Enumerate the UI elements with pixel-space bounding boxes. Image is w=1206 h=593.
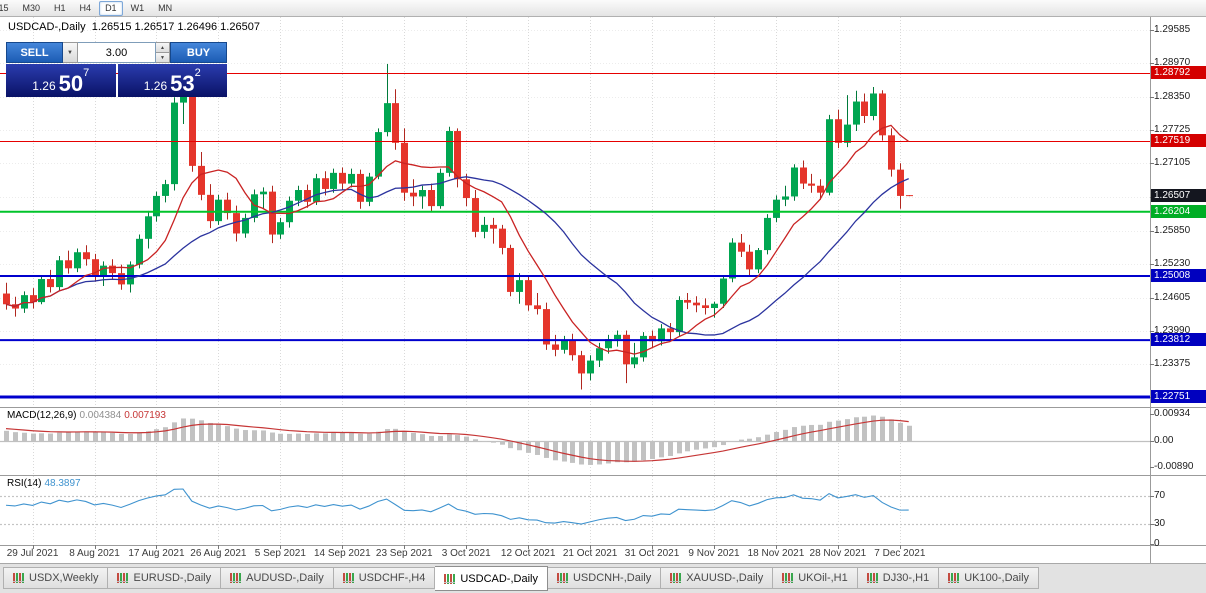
- tab-usdchf-h4[interactable]: USDCHF-,H4: [333, 567, 436, 589]
- mini-chart-icon: [556, 573, 568, 583]
- macd-value-main: 0.004384: [79, 410, 122, 421]
- tab-eurusd-daily[interactable]: EURUSD-,Daily: [108, 567, 222, 589]
- tab-label: AUDUSD-,Daily: [246, 572, 324, 584]
- volume-stepper: ▲ ▼: [156, 42, 170, 63]
- tab-dj30-h1[interactable]: DJ30-,H1: [857, 567, 940, 589]
- mini-chart-icon: [444, 573, 456, 584]
- volume-increase-button[interactable]: ▲: [156, 42, 170, 53]
- buy-price-point: 2: [194, 67, 201, 79]
- tab-label: UK100-,Daily: [964, 572, 1030, 584]
- tab-label: USDX,Weekly: [29, 572, 99, 584]
- volume-decrease-button[interactable]: ▼: [156, 53, 170, 63]
- buy-price-display: 1.26 53 2: [117, 64, 227, 97]
- rsi-value: 48.3897: [44, 478, 81, 489]
- timeframe-m30[interactable]: M30: [22, 2, 41, 13]
- tab-ukoil-h1[interactable]: UKOil-,H1: [773, 567, 858, 589]
- tab-label: XAUUSD-,Daily: [686, 572, 764, 584]
- tab-label: EURUSD-,Daily: [133, 572, 212, 584]
- timeframe-m15[interactable]: M15: [0, 2, 9, 13]
- sell-button[interactable]: SELL: [6, 42, 63, 63]
- macd-value-signal: 0.007193: [124, 410, 166, 421]
- mini-chart-icon: [866, 573, 878, 583]
- mini-chart-icon: [782, 573, 794, 583]
- tab-label: USDCHF-,H4: [358, 572, 426, 584]
- tab-label: USDCNH-,Daily: [572, 572, 652, 584]
- mini-chart-icon: [670, 573, 682, 583]
- timeframe-w1[interactable]: W1: [130, 2, 145, 13]
- buy-price-pips: 53: [170, 71, 195, 96]
- rsi-indicator-label: RSI(14) 48.3897: [7, 478, 81, 489]
- sell-price-point: 7: [83, 67, 90, 79]
- one-click-trading-panel: SELL ▼ ▲ ▼ BUY 1.26 50 7 1.26 53 2: [6, 42, 227, 97]
- sell-price-pips: 50: [58, 71, 84, 96]
- tab-audusd-daily[interactable]: AUDUSD-,Daily: [221, 567, 334, 589]
- tab-label: UKOil-,H1: [798, 572, 848, 584]
- tab-label: DJ30-,H1: [882, 572, 930, 584]
- timeframe-d1[interactable]: D1: [99, 0, 123, 16]
- chevron-down-icon[interactable]: ▼: [63, 42, 78, 63]
- macd-indicator-label: MACD(12,26,9) 0.004384 0.007193: [7, 410, 166, 421]
- buy-button[interactable]: BUY: [170, 42, 227, 63]
- timeframe-toolbar: M15 M30 H1 H4 D1 W1 MN: [0, 0, 1206, 17]
- timeframe-h1[interactable]: H1: [54, 2, 66, 13]
- chart-ohlc-header: USDCAD-,Daily 1.26515 1.26517 1.26496 1.…: [8, 21, 260, 33]
- volume-input[interactable]: [78, 42, 156, 63]
- mini-chart-icon: [948, 573, 960, 583]
- sell-price-display: 1.26 50 7: [6, 64, 116, 97]
- buy-price-base: 1.26: [143, 79, 168, 93]
- mini-chart-icon: [13, 573, 24, 583]
- tab-usdcnh-daily[interactable]: USDCNH-,Daily: [547, 567, 662, 589]
- mini-chart-icon: [117, 573, 129, 583]
- rsi-name: RSI(14): [7, 478, 42, 489]
- tab-label: USDCAD-,Daily: [460, 572, 538, 585]
- tab-xauusd-daily[interactable]: XAUUSD-,Daily: [661, 567, 774, 589]
- mini-chart-icon: [230, 573, 242, 583]
- sell-price-base: 1.26: [32, 79, 56, 93]
- chart-tabs: USDX,Weekly EURUSD-,Daily AUDUSD-,Daily USD…: [0, 563, 1206, 593]
- tab-uk100-daily[interactable]: UK100-,Daily: [939, 567, 1040, 589]
- tab-usdx-weekly[interactable]: USDX,Weekly: [3, 567, 109, 589]
- timeframe-h4[interactable]: H4: [79, 2, 92, 13]
- macd-name: MACD(12,26,9): [7, 410, 77, 421]
- timeframe-mn[interactable]: MN: [158, 2, 173, 13]
- mini-chart-icon: [342, 573, 354, 583]
- tab-usdcad-daily[interactable]: USDCAD-,Daily: [435, 566, 548, 591]
